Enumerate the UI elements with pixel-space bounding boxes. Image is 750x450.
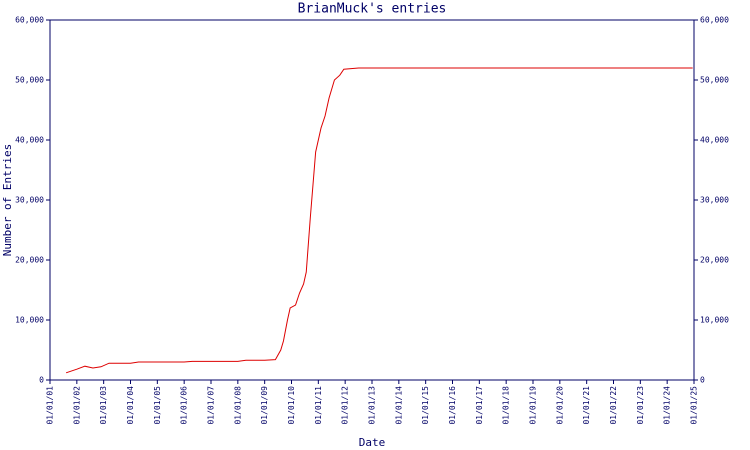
- x-tick-label: 01/01/10: [287, 386, 296, 425]
- x-tick-label: 01/01/15: [421, 386, 430, 425]
- y2-tick-label: 60,000: [700, 16, 729, 25]
- y-axis-label: Number of Entries: [1, 144, 14, 257]
- x-tick-label: 01/01/13: [368, 386, 377, 425]
- x-tick-label: 01/01/03: [99, 386, 108, 425]
- x-tick-label: 01/01/21: [582, 386, 591, 425]
- x-tick-label: 01/01/12: [341, 386, 350, 425]
- x-tick-label: 01/01/01: [46, 386, 55, 425]
- x-tick-label: 01/01/02: [72, 386, 81, 425]
- x-tick-label: 01/01/22: [609, 386, 618, 425]
- chart-title: BrianMuck's entries: [298, 2, 447, 17]
- x-tick-label: 01/01/25: [690, 386, 699, 425]
- y-tick-label: 10,000: [15, 316, 44, 325]
- x-axis-label: Date: [359, 436, 386, 449]
- x-tick-label: 01/01/06: [180, 386, 189, 425]
- x-tick-label: 01/01/07: [207, 386, 216, 425]
- x-tick-label: 01/01/17: [475, 386, 484, 425]
- y-tick-label: 40,000: [15, 136, 44, 145]
- y-tick-label: 60,000: [15, 16, 44, 25]
- x-tick-label: 01/01/08: [233, 386, 242, 425]
- x-tick-label: 01/01/20: [555, 386, 564, 425]
- x-tick-label: 01/01/18: [502, 386, 511, 425]
- x-tick-label: 01/01/11: [314, 386, 323, 425]
- y2-tick-label: 30,000: [700, 196, 729, 205]
- y2-tick-label: 50,000: [700, 76, 729, 85]
- x-tick-label: 01/01/09: [260, 386, 269, 425]
- y-tick-label: 0: [39, 376, 44, 385]
- x-tick-label: 01/01/19: [529, 386, 538, 425]
- y-tick-label: 50,000: [15, 76, 44, 85]
- y-tick-label: 20,000: [15, 256, 44, 265]
- x-tick-label: 01/01/23: [636, 386, 645, 425]
- x-tick-label: 01/01/14: [394, 386, 403, 425]
- y2-tick-label: 20,000: [700, 256, 729, 265]
- y2-tick-label: 40,000: [700, 136, 729, 145]
- x-tick-label: 01/01/16: [448, 386, 457, 425]
- y-tick-label: 30,000: [15, 196, 44, 205]
- x-tick-label: 01/01/04: [126, 386, 135, 425]
- data-line: [65, 67, 693, 374]
- x-tick-label: 01/01/24: [663, 386, 672, 425]
- x-tick-label: 01/01/05: [153, 386, 162, 425]
- plot-frame: [49, 19, 695, 381]
- y2-tick-label: 0: [700, 376, 705, 385]
- y2-tick-label: 10,000: [700, 316, 729, 325]
